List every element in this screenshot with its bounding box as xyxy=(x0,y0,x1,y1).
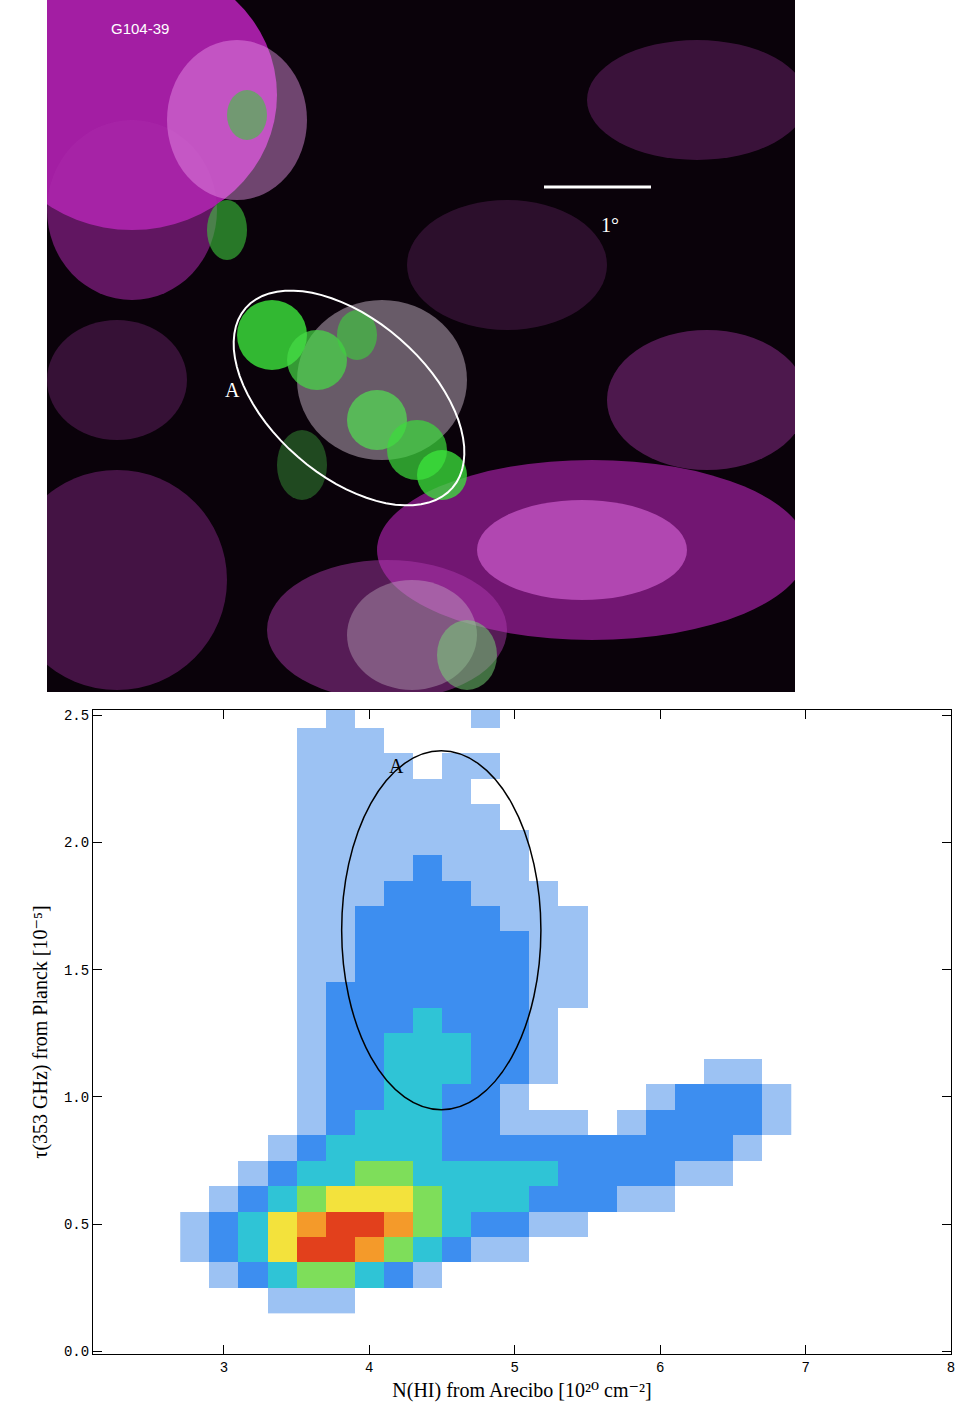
svg-text:0.0: 0.0 xyxy=(64,1344,89,1360)
svg-text:1.0: 1.0 xyxy=(64,1090,89,1106)
svg-text:8: 8 xyxy=(947,1360,955,1376)
svg-text:1.5: 1.5 xyxy=(64,963,89,979)
svg-text:4: 4 xyxy=(365,1360,373,1376)
svg-text:1°: 1° xyxy=(601,214,619,236)
svg-text:2.0: 2.0 xyxy=(64,835,89,851)
svg-text:0.5: 0.5 xyxy=(64,1217,89,1233)
svg-text:3: 3 xyxy=(220,1360,228,1376)
svg-text:6: 6 xyxy=(656,1360,664,1376)
svg-text:τ(353 GHz) from Planck [10⁻⁵]: τ(353 GHz) from Planck [10⁻⁵] xyxy=(29,905,52,1158)
svg-text:N(HI) from Arecibo [10²⁰ cm⁻²]: N(HI) from Arecibo [10²⁰ cm⁻²] xyxy=(392,1379,651,1402)
svg-text:A: A xyxy=(389,755,404,777)
svg-text:5: 5 xyxy=(511,1360,519,1376)
svg-text:7: 7 xyxy=(801,1360,809,1376)
svg-text:G104-39: G104-39 xyxy=(111,20,169,37)
svg-text:2.5: 2.5 xyxy=(64,708,89,724)
svg-text:A: A xyxy=(225,379,240,401)
